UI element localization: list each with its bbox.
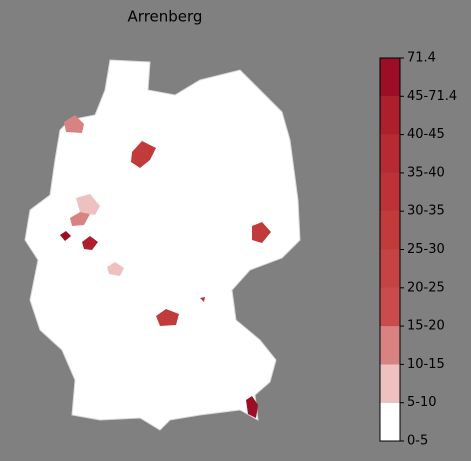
region xyxy=(156,309,179,326)
region xyxy=(246,396,258,418)
colorbar-label: 0-5 xyxy=(407,434,428,449)
region xyxy=(76,194,100,215)
region xyxy=(131,141,156,168)
colorbar-label: 10-15 xyxy=(407,357,445,372)
region xyxy=(70,212,90,226)
colorbar-segment xyxy=(380,96,400,135)
colorbar-label: 71.4 xyxy=(407,51,436,66)
colorbar-segment xyxy=(380,211,400,250)
region xyxy=(64,115,84,133)
colorbar-label: 30-35 xyxy=(407,204,445,219)
colorbar-segment xyxy=(380,287,400,327)
colorbar-label: 40-45 xyxy=(407,127,445,142)
colorbar-label: 25-30 xyxy=(407,242,445,257)
colorbar-label: 45-71.4 xyxy=(407,89,457,104)
map-title: Arrenberg xyxy=(128,8,203,26)
colorbar-label: 20-25 xyxy=(407,280,445,295)
colorbar-segment xyxy=(380,134,400,173)
colorbar-label: 15-20 xyxy=(407,319,445,334)
colorbar-segment xyxy=(380,249,400,288)
colorbar-segment xyxy=(380,172,400,212)
colorbar-segment xyxy=(380,326,400,365)
region xyxy=(200,297,205,302)
region xyxy=(252,222,271,243)
colorbar-segment xyxy=(380,364,400,403)
colorbar-segment xyxy=(380,402,400,441)
country-outline xyxy=(24,59,301,431)
colorbar-label: 5-10 xyxy=(407,395,437,410)
region xyxy=(107,262,124,276)
colorbar-segment xyxy=(380,58,400,97)
germany-map xyxy=(24,59,301,431)
region xyxy=(60,231,71,241)
region xyxy=(82,236,98,250)
colorbar: 0-5 5-10 10-15 15-20 20-25 25-30 30-35 35-40 40-… xyxy=(379,51,457,449)
colorbar-label: 35-40 xyxy=(407,165,445,180)
